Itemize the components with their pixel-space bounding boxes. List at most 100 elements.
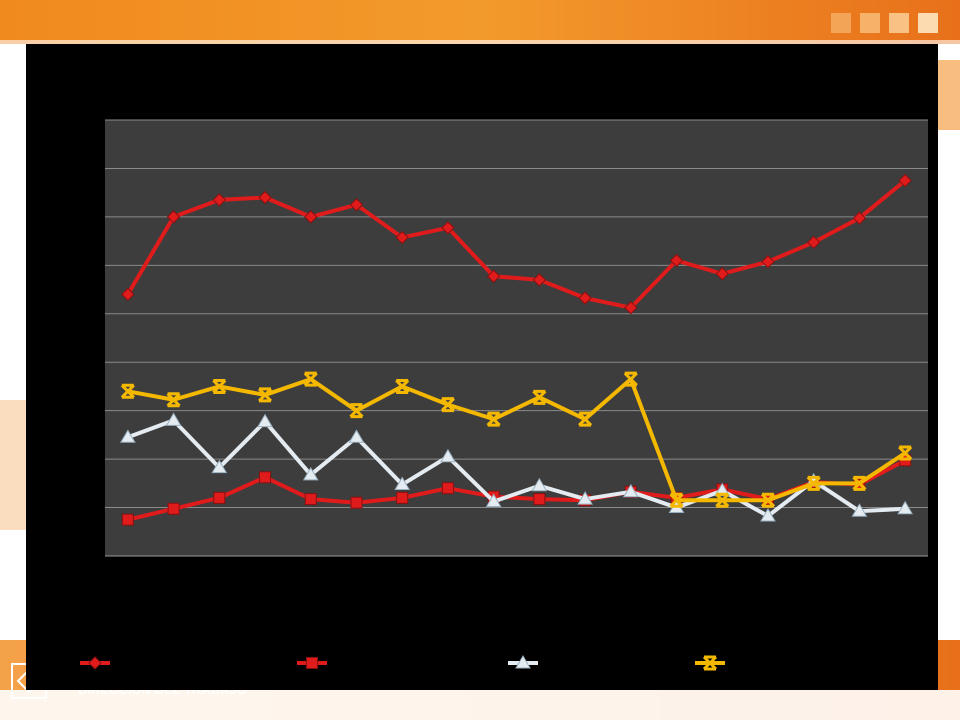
legend-label: Grupos convenios — [728, 654, 865, 673]
data-point — [577, 491, 593, 505]
deco-square-3 — [889, 13, 909, 33]
data-point — [898, 445, 913, 461]
data-point — [761, 254, 775, 269]
x-tick-label: 2007 — [898, 580, 915, 616]
data-point — [578, 291, 592, 305]
data-point — [486, 411, 501, 427]
x-tick-label: 1993 — [258, 580, 275, 616]
y-tick-label: 800 — [56, 355, 83, 372]
y-tick-label: 1000 — [47, 307, 83, 324]
x-tick-label: 1996 — [395, 580, 412, 616]
legend-marker — [306, 657, 318, 669]
data-point — [851, 503, 868, 517]
data-point — [258, 190, 272, 205]
data-point — [669, 492, 684, 508]
data-point — [166, 210, 181, 224]
right-orange-accent — [938, 60, 960, 130]
data-point — [624, 301, 638, 315]
data-point — [349, 198, 364, 212]
legend-marker — [88, 656, 102, 670]
data-point — [897, 500, 914, 515]
y-tick-label: 1400 — [47, 210, 83, 227]
x-tick-label: 2002 — [670, 580, 687, 616]
data-point — [121, 513, 134, 526]
data-point — [760, 492, 776, 508]
grid — [105, 119, 928, 557]
data-point — [303, 371, 318, 387]
data-point — [257, 387, 273, 403]
data-point — [532, 273, 547, 287]
x-tick-label: 1995 — [349, 580, 366, 616]
data-point — [715, 492, 730, 508]
chart-subtitle: según entidad negociadora y tipo de inst… — [197, 88, 767, 110]
data-point — [259, 471, 272, 484]
x-tick-label: 2005 — [807, 580, 824, 616]
data-point — [121, 287, 135, 302]
data-point — [165, 412, 182, 426]
x-tick-label: 2000 — [578, 580, 595, 616]
y-tick-label: 1600 — [47, 161, 83, 178]
legend-marker — [515, 655, 531, 669]
data-point — [440, 448, 456, 463]
top-orange-band — [0, 0, 960, 44]
data-point — [669, 253, 684, 268]
data-point — [533, 493, 546, 506]
x-tick-label: 1992 — [212, 580, 229, 616]
data-point — [304, 493, 317, 506]
legend-entry: Sindicatos Contratos — [80, 654, 270, 673]
data-point — [806, 475, 821, 491]
x-tick-label: 1994 — [304, 580, 321, 616]
legend-entry: Grupos contratos — [508, 654, 671, 673]
data-point — [394, 476, 411, 491]
data-point — [623, 371, 638, 387]
x-tick-label: 1999 — [532, 580, 549, 616]
deco-square-1 — [831, 13, 851, 33]
plot-area — [105, 120, 928, 556]
y-tick-label: 0 — [74, 549, 83, 566]
y-tick-label: 1200 — [47, 258, 83, 275]
data-point — [302, 466, 319, 481]
x-tick-label: 1991 — [167, 580, 184, 616]
data-point — [212, 378, 227, 394]
data-point — [213, 491, 226, 504]
data-point — [395, 378, 410, 394]
x-tick-label: 2006 — [852, 580, 869, 616]
x-tick-label: 2003 — [715, 580, 732, 616]
series — [119, 173, 914, 526]
deco-square-4 — [918, 13, 938, 33]
x-tick-label: 1997 — [441, 580, 458, 616]
data-point — [852, 475, 867, 491]
x-tick-label: 1998 — [487, 580, 504, 616]
data-point — [119, 429, 136, 443]
series-line — [125, 377, 908, 503]
data-point — [806, 235, 821, 250]
data-point — [760, 508, 776, 522]
data-point — [440, 397, 455, 413]
y-tick-label: 1800 — [47, 113, 83, 130]
data-point — [715, 267, 729, 281]
data-point — [441, 482, 454, 495]
data-point — [531, 477, 548, 492]
y-tick-label: 400 — [56, 452, 83, 469]
data-point — [396, 491, 409, 504]
x-axis: 1990 1991 1992 1993 1994 1995 1996 1997 1998 1999… — [121, 580, 915, 616]
series-line — [125, 418, 908, 519]
legend-entry: Grupos convenios — [695, 654, 865, 673]
y-tick-label: 200 — [56, 501, 83, 518]
data-point — [166, 392, 181, 408]
data-point — [532, 389, 547, 405]
data-point — [441, 221, 455, 235]
deco-square-2 — [860, 13, 880, 33]
data-point — [898, 173, 912, 188]
legend-label: Sindicatos Convenios — [330, 654, 493, 673]
legend-label: Sindicatos Contratos — [113, 654, 270, 673]
x-tick-label: 2001 — [624, 580, 641, 616]
data-point — [350, 496, 363, 509]
data-point — [622, 483, 639, 498]
data-point — [212, 193, 227, 207]
data-point — [485, 493, 502, 507]
data-point — [852, 211, 867, 225]
legend-label: Grupos contratos — [541, 654, 671, 673]
left-orange-accent — [0, 400, 26, 530]
